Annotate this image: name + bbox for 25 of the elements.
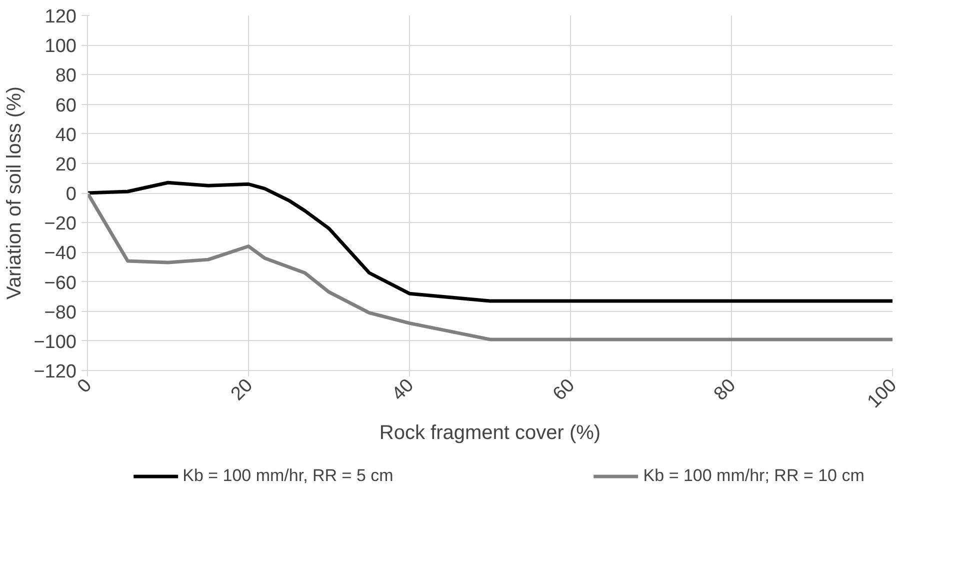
y-tick-label: −20 <box>44 214 77 235</box>
y-tick-label: 40 <box>55 124 77 146</box>
x-tick-label: 100 <box>864 375 901 412</box>
y-axis-title: Variation of soil loss (%) <box>4 86 26 300</box>
y-tick-label: 80 <box>55 66 77 87</box>
x-tick-label: 40 <box>388 375 418 405</box>
y-tick-label: 100 <box>44 36 76 58</box>
y-tick-label: −100 <box>34 332 76 353</box>
x-tick-label: 60 <box>549 375 579 405</box>
x-tick-label: 0 <box>74 375 96 398</box>
x-tick-label: 20 <box>227 375 257 405</box>
y-tick-label: −40 <box>44 243 77 264</box>
x-tick-label: 80 <box>710 375 740 405</box>
y-tick-label: 120 <box>44 6 76 28</box>
y-tick-label: 20 <box>55 154 77 176</box>
y-tick-label: −80 <box>44 302 77 324</box>
line-series <box>88 191 892 342</box>
legend-label: Kb = 100 mm/hr; RR = 10 cm <box>643 466 864 486</box>
y-tick-label: −120 <box>34 362 76 382</box>
legend-label: Kb = 100 mm/hr, RR = 5 cm <box>182 466 394 486</box>
y-tick-label: 0 <box>66 184 77 205</box>
y-tick-label: −60 <box>44 272 77 294</box>
x-axis-title: Rock fragment cover (%) <box>379 422 601 444</box>
line-series <box>88 180 892 303</box>
y-tick-label: 60 <box>55 95 77 116</box>
